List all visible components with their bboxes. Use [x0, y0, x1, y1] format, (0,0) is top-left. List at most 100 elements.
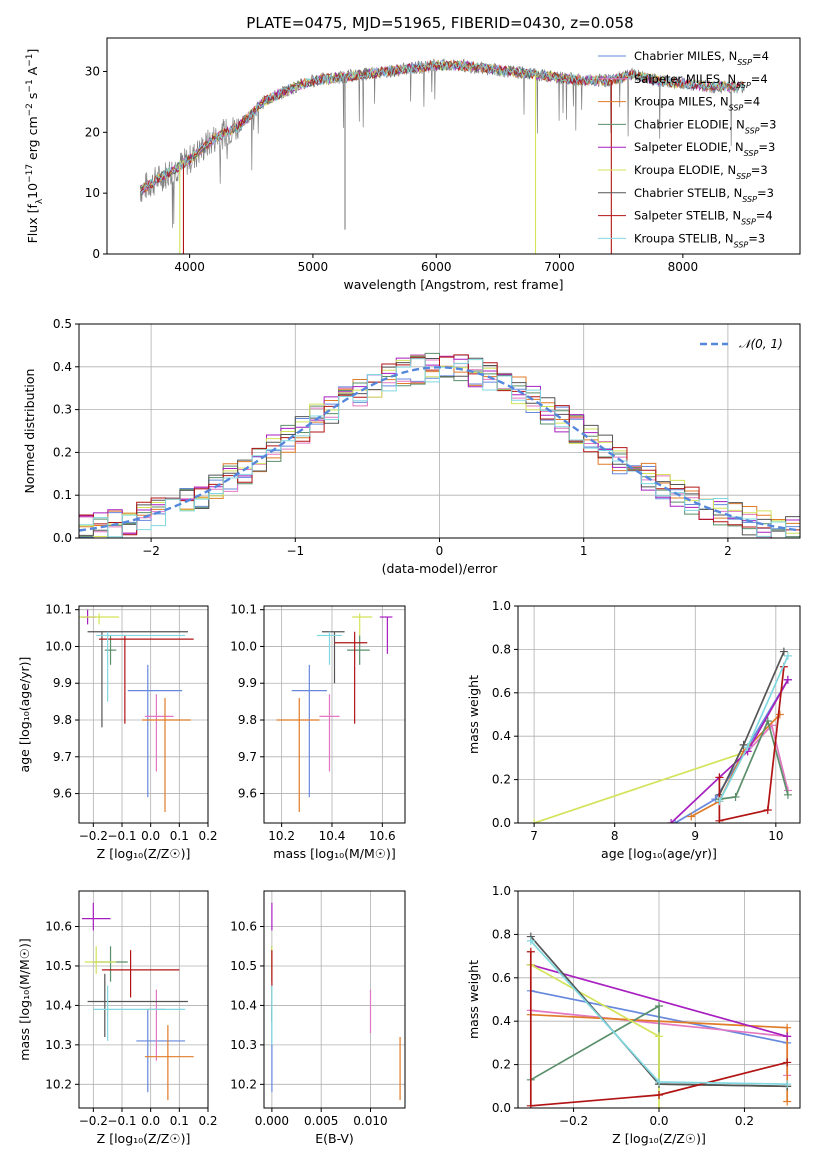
marker-chabrier-elodie [655, 1002, 663, 1011]
y-tick-label: 10 [85, 186, 100, 200]
marker-salpeter-stelib [763, 805, 772, 814]
x-tick-label: 0.2 [735, 1114, 754, 1128]
series-chabrier-miles [674, 679, 789, 823]
y-axis-label: mass weight [466, 675, 481, 754]
marker-chabrier-elodie [783, 790, 792, 799]
legend-sub: SSP [742, 194, 757, 203]
x-tick-label: −2 [142, 544, 160, 558]
x-tick-label: 0.2 [198, 829, 217, 843]
point-salpeter-stelib [334, 631, 368, 724]
point-kroupa-stelib [96, 631, 186, 702]
spectrum-model-salpeter-stelib [139, 59, 745, 196]
x-axis-label: mass [log₁₀(M/M☉)] [273, 846, 395, 861]
x-axis-label: (data-model)/error [382, 561, 499, 576]
y-axis-label: mass [log₁₀(M/M☉)] [17, 938, 32, 1060]
legend-name: Chabrier MILES, N [634, 49, 737, 63]
plot-area-z-weight [526, 932, 792, 1108]
axes-z-mass: −0.2 −0.1 0.0 0.1 0.2 10.2 10.3 10.4 10.5 10.6 Z [… [17, 890, 218, 1146]
legend-name: Chabrier ELODIE, N [634, 117, 745, 131]
point-kroupa-miles [144, 1025, 194, 1101]
label-part: −17 [25, 164, 35, 183]
y-tick-label: 9.9 [238, 676, 257, 690]
y-tick-label: 9.8 [53, 713, 72, 727]
y-tick-label: 0.4 [492, 729, 511, 743]
point-salpeter-stelib [99, 635, 194, 724]
x-tick-label: 0.000 [255, 1114, 289, 1128]
x-tick-label: 0 [436, 544, 444, 558]
marker-kroupa-elodie [655, 1104, 663, 1108]
y-tick-label: 10.1 [45, 603, 72, 617]
plot-area-z-mass [81, 902, 194, 1101]
marker-salpeter-elodie [667, 819, 676, 823]
marker-kroupa-elodie [655, 1032, 663, 1041]
x-tick-label: −0.1 [107, 829, 136, 843]
legend-name: Salpeter ELODIE, N [634, 140, 744, 154]
axes-frame [517, 605, 801, 824]
y-axis-label: Normed distribution [22, 369, 37, 494]
x-tick-label: 8000 [668, 260, 699, 274]
marker-salpeter-stelib [526, 1101, 535, 1108]
plot-area-ebv-mass [271, 902, 401, 1101]
y-tick-label: 9.8 [238, 713, 257, 727]
legend-n: =4 [743, 95, 760, 109]
y-tick-label: 10.2 [45, 1077, 72, 1091]
marker-salpeter-elodie [783, 1032, 792, 1041]
axes-frame [263, 890, 406, 1109]
axes-ebv-mass: 0.000 0.005 0.010 10.2 10.3 10.4 10.5 10.6 E(B-V… [230, 890, 406, 1146]
x-axis-label: E(B-V) [315, 1131, 354, 1146]
legend-label-chabrier-miles: Chabrier MILES, NSSP=4 [634, 49, 769, 67]
axes-residuals: −2 −1 0 1 2 0.0 0.1 0.2 0.3 0.4 0.5 (data-model)/er… [22, 317, 801, 576]
legend-n: =3 [748, 231, 765, 245]
legend-name: Kroupa ELODIE, N [634, 163, 736, 177]
y-tick-label: 9.6 [238, 787, 257, 801]
x-axis-label: Z [log₁₀(Z/Z☉)] [97, 846, 191, 861]
legend-name: Kroupa MILES, N [634, 95, 729, 109]
point-chabrier-miles [127, 664, 183, 798]
point-chabrier-stelib [87, 631, 188, 728]
axes-mass-age: 10.2 10.4 10.6 9.6 9.7 9.8 9.9 10.0 10.1 mass [lo… [230, 603, 406, 861]
point-salpeter-elodie [81, 902, 111, 931]
label-part: s [25, 93, 40, 104]
y-tick-label: 0.3 [53, 403, 72, 417]
y-tick-label: 0.2 [492, 1058, 511, 1072]
point-kroupa-elodie [84, 946, 117, 974]
label-part: −1 [25, 54, 35, 67]
x-tick-label: 7 [530, 829, 538, 843]
x-tick-label: −0.2 [79, 829, 108, 843]
marker-kroupa-stelib [783, 651, 792, 660]
point-salpeter-stelib [101, 950, 180, 998]
x-tick-label: 0.2 [198, 1114, 217, 1128]
legend-sub: SSP [744, 149, 759, 158]
x-tick-label: 10.6 [369, 829, 396, 843]
x-tick-label: −0.1 [107, 1114, 136, 1128]
series-salpeter-elodie [530, 963, 788, 1038]
marker-salpeter-stelib [655, 1090, 663, 1099]
x-axis-label: Z [log₁₀(Z/Z☉)] [612, 1131, 706, 1146]
y-tick-label: 0.0 [53, 531, 72, 545]
legend-label-salpeter-elodie: Salpeter ELODIE, NSSP=3 [634, 140, 775, 158]
legend-sub: SSP [734, 240, 749, 249]
y-tick-label: 9.6 [53, 787, 72, 801]
plot-area-residuals [79, 352, 800, 538]
y-tick-label: 0.4 [53, 360, 72, 374]
y-tick-label: 0.8 [492, 642, 511, 656]
spectrum-model-kroupa-stelib [139, 60, 745, 195]
marker-kroupa-elodie [530, 819, 539, 823]
point-kroupa-stelib [93, 985, 186, 1041]
point-chabrier-miles [136, 1009, 186, 1093]
x-tick-label: 0.1 [170, 1114, 189, 1128]
axes-frame [78, 605, 209, 824]
x-tick-label: 0.005 [304, 1114, 338, 1128]
y-tick-label: 0.2 [492, 773, 511, 787]
y-axis-label: mass weight [466, 960, 481, 1039]
series-kroupa-elodie [530, 964, 660, 1108]
series-salpeter-stelib [529, 951, 788, 1107]
y-axis-label: age [log₁₀(age/yr)] [17, 657, 32, 773]
legend-name: Kroupa STELIB, N [634, 231, 734, 245]
x-tick-label: 0.0 [141, 1114, 160, 1128]
point-chabrier-elodie [347, 635, 370, 665]
x-axis-label: age [log₁₀(age/yr)] [601, 846, 717, 861]
legend-sub: SSP [745, 126, 760, 135]
x-tick-label: 0.010 [353, 1114, 387, 1128]
point-chabrier-elodie [93, 946, 128, 982]
